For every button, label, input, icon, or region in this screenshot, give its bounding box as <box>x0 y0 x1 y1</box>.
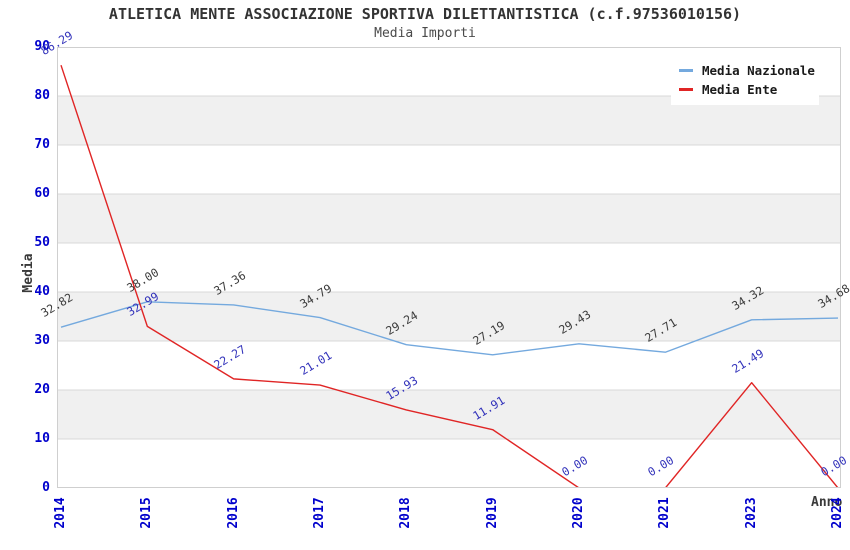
legend-label: Media Ente <box>702 82 778 97</box>
x-tick-label-2023: 2023 <box>743 497 759 529</box>
x-tick-label-2016: 2016 <box>225 497 241 529</box>
legend-item-media-nazionale: Media Nazionale <box>679 61 815 80</box>
x-tick-label-2024: 2024 <box>830 497 845 529</box>
y-tick-label-90: 90 <box>34 39 50 54</box>
y-tick-label-50: 50 <box>34 235 50 250</box>
legend-item-media-ente: Media Ente <box>679 80 811 99</box>
x-tick-label-2017: 2017 <box>312 497 327 529</box>
y-tick-label-20: 20 <box>34 382 50 397</box>
y-tick-label-10: 10 <box>34 431 50 446</box>
series-line-media-nazionale <box>60 301 839 356</box>
legend-line-swatch-icon <box>679 69 693 72</box>
chart-title: ATLETICA MENTE ASSOCIAZIONE SPORTIVA DIL… <box>108 5 742 23</box>
y-tick-label-60: 60 <box>34 186 50 201</box>
y-tick-label-70: 70 <box>34 137 50 152</box>
x-tick-label-2021: 2021 <box>657 497 673 529</box>
legend-label: Media Nazionale <box>702 63 815 78</box>
legend: Media Nazionale Media Ente <box>671 56 819 105</box>
x-tick-label-2018: 2018 <box>398 497 414 529</box>
legend-line-swatch-icon <box>679 88 693 91</box>
chart-subtitle: Media Importi <box>374 26 476 41</box>
x-axis-title: Anno <box>811 495 843 510</box>
y-tick-label-80: 80 <box>34 88 50 103</box>
y-tick-label-30: 30 <box>34 333 50 348</box>
y-tick-label-40: 40 <box>34 284 50 299</box>
series-line-media-ente <box>60 64 839 488</box>
x-tick-label-2020: 2020 <box>571 497 586 529</box>
x-tick-label-2015: 2015 <box>139 497 155 529</box>
x-tick-label-2019: 2019 <box>484 497 500 529</box>
plot-border <box>57 47 841 488</box>
x-tick-label-2014: 2014 <box>53 497 68 529</box>
y-tick-label-0: 0 <box>42 480 50 495</box>
